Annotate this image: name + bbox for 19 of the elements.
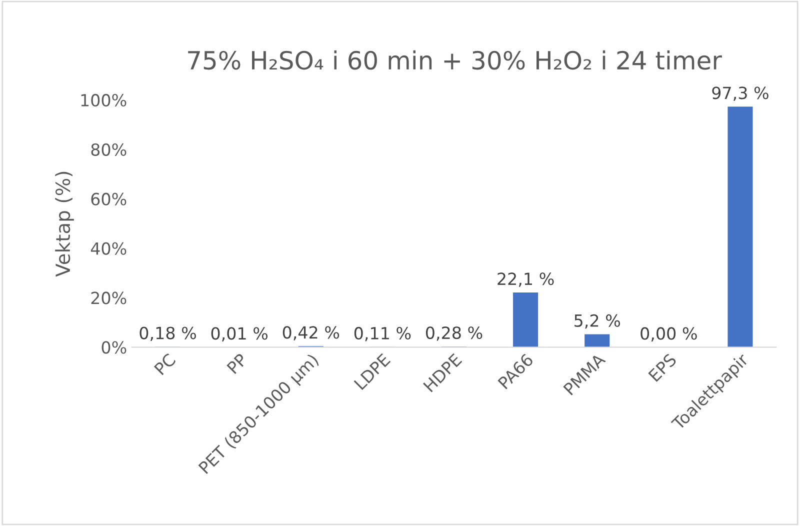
data-label: 22,1 % (498, 272, 554, 287)
data-label: 0,18 % (140, 326, 196, 342)
x-tick-label: PC (154, 352, 176, 376)
data-label: 0,28 % (426, 326, 482, 341)
data-label: 0,11 % (354, 326, 411, 342)
x-tick-label: PP (226, 352, 248, 374)
y-axis-title: Vektap (%) (55, 172, 74, 277)
y-tick-label: 80% (91, 143, 126, 156)
data-label: 0,42 % (282, 326, 340, 340)
y-tick-label: 0% (102, 341, 126, 354)
y-tick-label: 40% (90, 242, 126, 255)
y-tick-label: 60% (91, 192, 126, 206)
data-label: 0,01 % (211, 327, 268, 342)
data-label: 5,2 % (574, 314, 620, 329)
data-label: 0,00 % (640, 327, 697, 342)
y-tick-label: 100% (81, 94, 126, 107)
y-tick-label: 20% (91, 292, 126, 304)
chart-title: 75% H₂SO₄ i 60 min + 30% H₂O₂ i 24 timer (188, 50, 722, 70)
data-label: 97,3 % (712, 86, 768, 101)
